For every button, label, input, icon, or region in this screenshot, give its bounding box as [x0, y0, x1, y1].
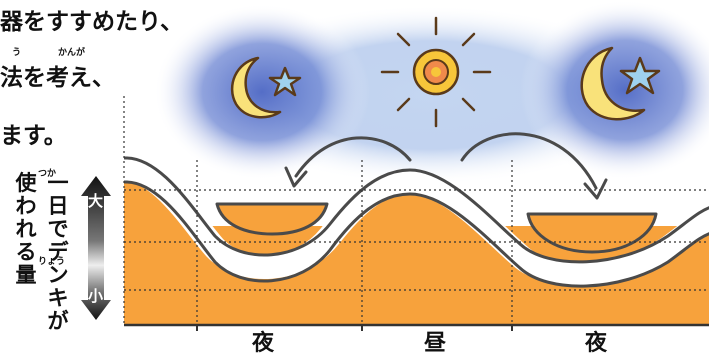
y-axis-label-col1: 一日でデンキが: [47, 171, 69, 333]
intro-text-line1: 器をすすめたり、: [0, 9, 184, 35]
demand-scale-bar: [81, 176, 111, 320]
period-label-night-2: 夜: [585, 331, 608, 356]
intro-text-line2: 法を考え、: [0, 65, 115, 91]
valley-white-band: [124, 158, 709, 286]
ruby-ryou: りょう: [38, 257, 66, 267]
demand-curve-outline: [124, 156, 709, 264]
ruby-tsuka: つか: [38, 169, 57, 179]
night-sky-glow-left: [154, 4, 370, 180]
moon-star-icon: [580, 46, 661, 121]
ruby-kanga: かんが: [58, 48, 86, 58]
night-storage-bowl-left: [215, 202, 329, 236]
ruby-u: う: [12, 48, 22, 58]
period-label-day: 昼: [424, 331, 447, 356]
y-axis-label-col2: 使われる量: [15, 171, 37, 287]
shift-arrow-right: [460, 132, 608, 200]
scale-high-label: 大: [88, 192, 104, 210]
night-sky-glow-right: [520, 0, 709, 180]
period-label-night-1: 夜: [252, 331, 275, 356]
intro-text-line3: ます。: [0, 123, 67, 149]
demand-curve-lower-outline: [124, 180, 709, 288]
sun-icon: [380, 16, 492, 128]
shift-arrow-left: [284, 136, 412, 188]
demand-plot: [124, 156, 709, 325]
moon-star-icon: [230, 56, 302, 119]
scale-low-label: 小: [88, 287, 104, 305]
